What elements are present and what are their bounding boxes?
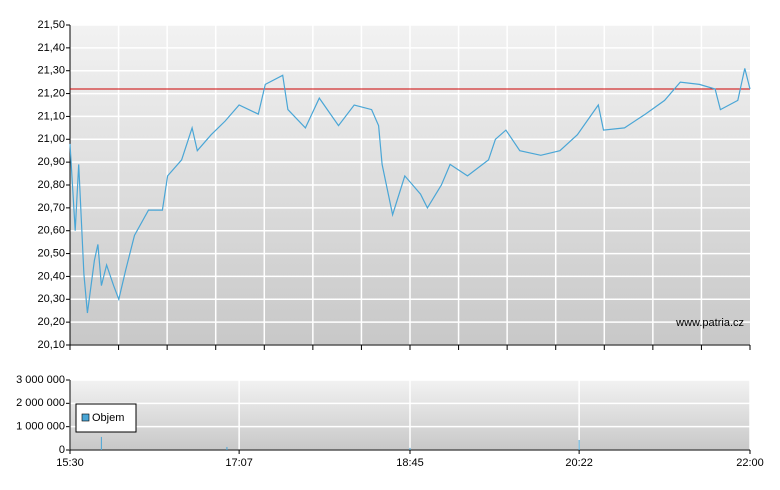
y-tick-label: 21,50	[37, 19, 65, 31]
x-tick-label: 15:30	[56, 457, 84, 469]
volume-bar	[409, 447, 411, 450]
y-tick-label: 20,80	[37, 179, 65, 191]
y-tick-label: 20,30	[37, 293, 65, 305]
y-tick-label: 2 000 000	[16, 397, 65, 409]
y-tick-label: 21,20	[37, 87, 65, 99]
legend-label: Objem	[92, 412, 124, 424]
y-tick-label: 21,00	[37, 133, 65, 145]
x-tick-label: 18:45	[396, 457, 424, 469]
y-tick-label: 20,90	[37, 156, 65, 168]
y-tick-label: 21,30	[37, 65, 65, 77]
volume-bar	[100, 436, 102, 450]
y-tick-label: 20,40	[37, 270, 65, 282]
y-tick-label: 3 000 000	[16, 374, 65, 386]
y-tick-label: 20,50	[37, 247, 65, 259]
x-tick-label: 20:22	[565, 457, 593, 469]
watermark: www.patria.cz	[675, 317, 744, 329]
volume-bar	[226, 446, 228, 450]
y-tick-label: 20,60	[37, 225, 65, 237]
y-tick-label: 20,20	[37, 316, 65, 328]
y-tick-label: 0	[59, 444, 65, 456]
x-tick-label: 22:00	[736, 457, 764, 469]
legend-swatch	[81, 413, 90, 422]
y-tick-label: 20,70	[37, 202, 65, 214]
y-tick-label: 21,40	[37, 42, 65, 54]
x-tick-label: 17:07	[225, 457, 253, 469]
price-line	[69, 68, 751, 314]
y-tick-label: 21,10	[37, 110, 65, 122]
volume-bar	[578, 439, 580, 450]
y-tick-label: 20,10	[37, 339, 65, 351]
legend-box	[75, 403, 137, 433]
y-tick-label: 1 000 000	[16, 421, 65, 433]
